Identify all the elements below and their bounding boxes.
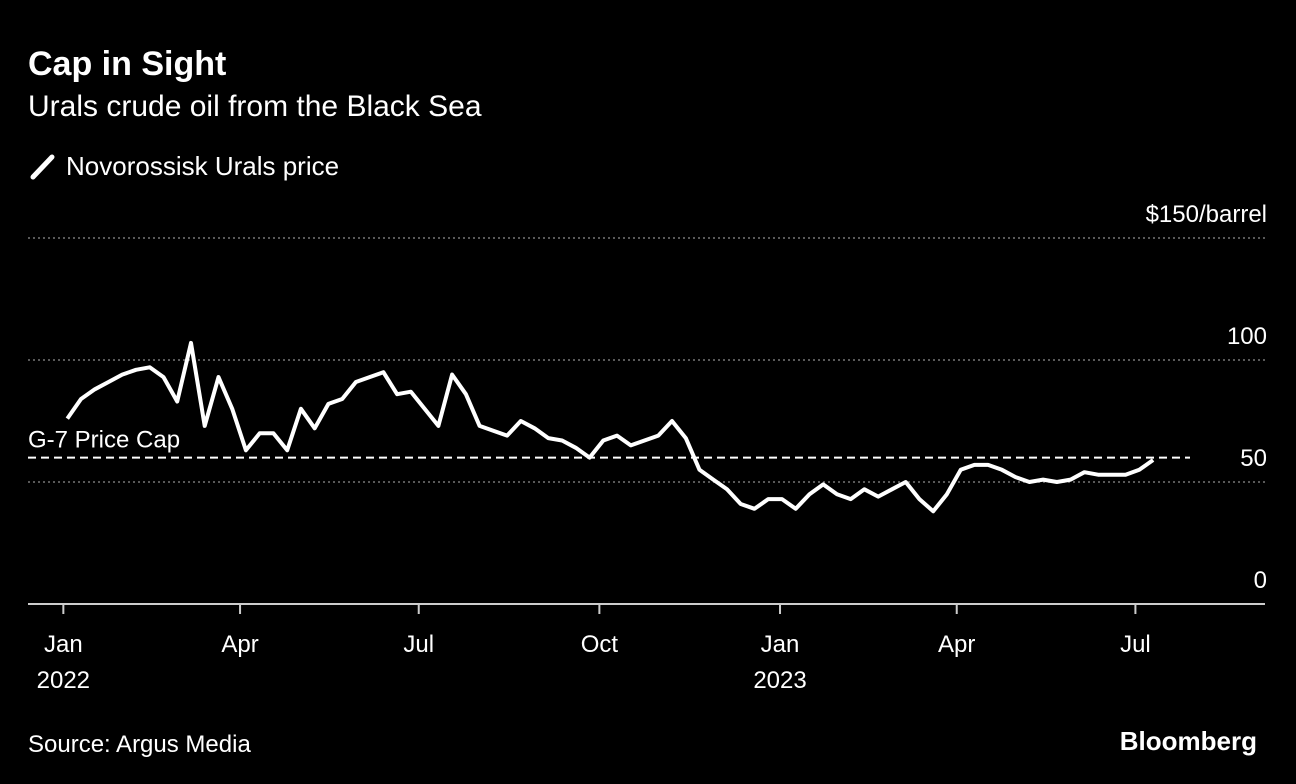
y-tick-label: $150/barrel: [1146, 201, 1267, 228]
x-year-label: 2022: [37, 667, 90, 694]
x-tick-label: Jan: [44, 631, 83, 658]
x-tick-label: Oct: [581, 631, 619, 658]
chart-subtitle: Urals crude oil from the Black Sea: [28, 90, 482, 123]
chart-title: Cap in Sight: [28, 45, 226, 83]
x-tick-label: Apr: [938, 631, 975, 658]
legend-label: Novorossisk Urals price: [66, 151, 339, 181]
y-tick-label: 100: [1227, 323, 1267, 350]
y-tick-label: 50: [1240, 445, 1267, 472]
price-cap-label: G-7 Price Cap: [28, 427, 180, 454]
x-tick-label: Apr: [221, 631, 258, 658]
source: Source: Argus Media: [28, 731, 251, 758]
y-tick-label: 0: [1254, 567, 1267, 594]
brand: Bloomberg: [1120, 726, 1257, 756]
x-tick-label: Jul: [1120, 631, 1151, 658]
price-line: [65, 340, 1155, 514]
x-tick-label: Jan: [761, 631, 800, 658]
x-tick-label: Jul: [403, 631, 434, 658]
legend-swatch: [30, 154, 55, 180]
x-year-label: 2023: [753, 667, 806, 694]
